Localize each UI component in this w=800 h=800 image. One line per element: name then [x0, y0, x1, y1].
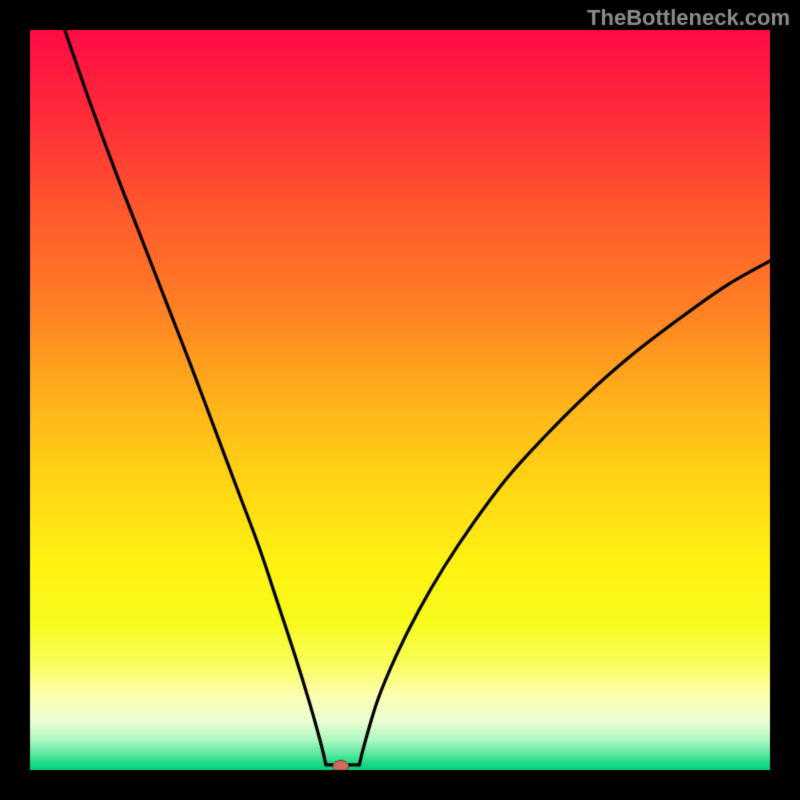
- bottleneck-chart: [0, 0, 800, 800]
